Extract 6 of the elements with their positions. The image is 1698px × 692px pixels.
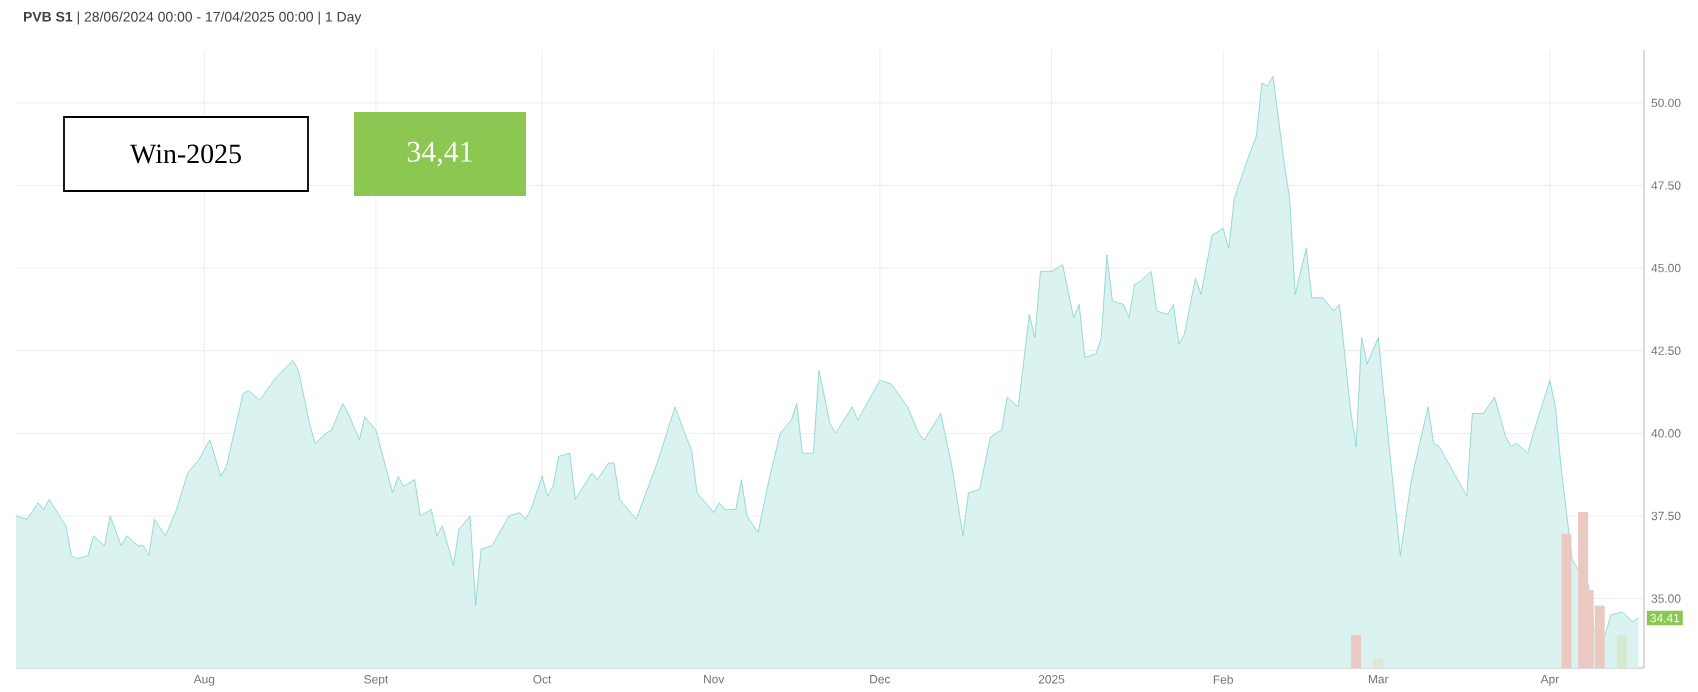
annotation: 34,41 xyxy=(407,141,472,166)
bar xyxy=(1351,634,1362,668)
annotation: Win-2025 xyxy=(130,144,241,164)
bar xyxy=(1561,533,1572,668)
bar xyxy=(1373,658,1384,668)
bar xyxy=(1616,634,1627,668)
